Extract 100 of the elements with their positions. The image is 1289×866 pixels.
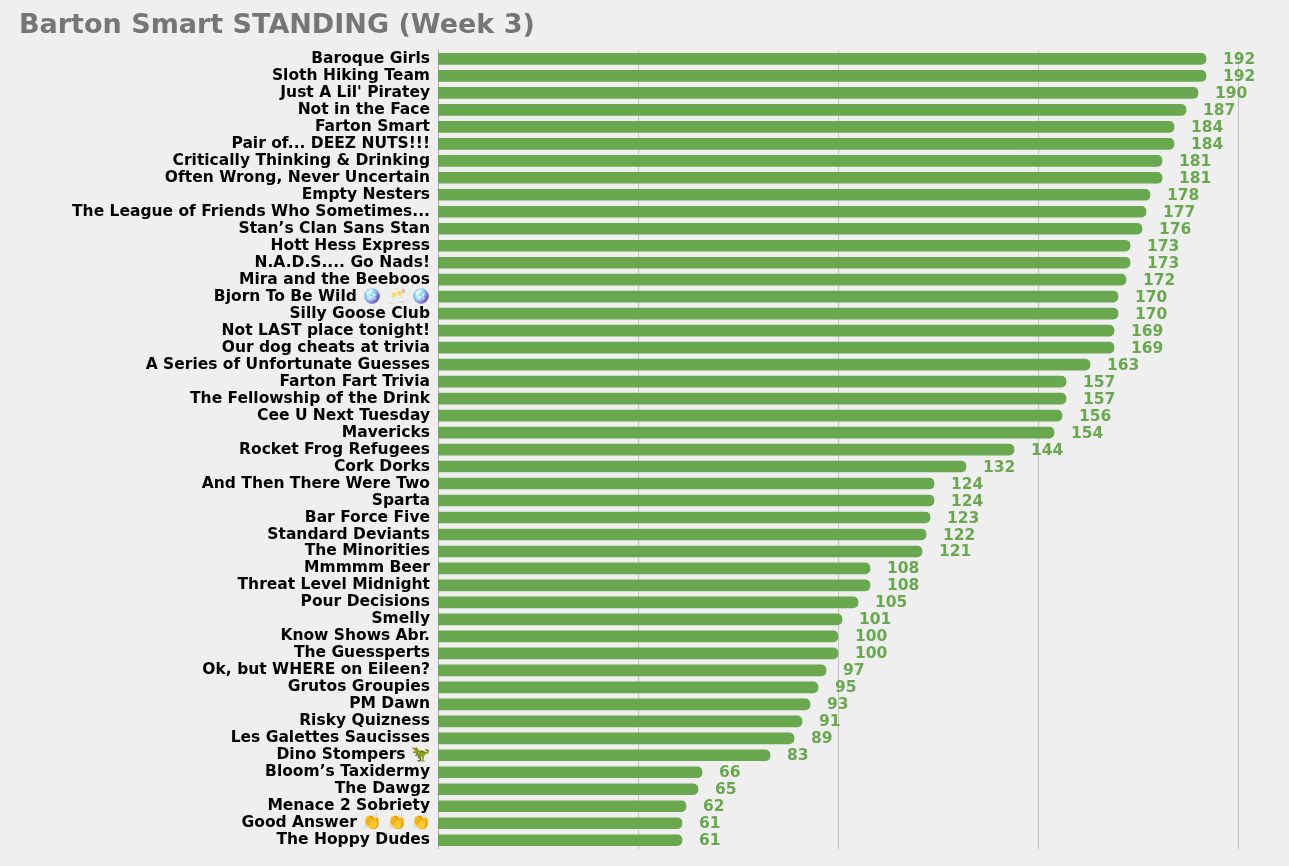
y-tick-label: The Minorities — [304, 541, 430, 560]
data-label: 170 — [1135, 287, 1168, 306]
data-label: 100 — [855, 644, 888, 663]
data-label: 65 — [715, 780, 737, 799]
bar — [438, 104, 1187, 116]
y-tick-label: Mavericks — [341, 422, 430, 441]
y-tick-label: Ok, but WHERE on Eileen? — [202, 660, 430, 679]
bar — [438, 341, 1115, 354]
bar — [438, 749, 771, 762]
bar — [438, 154, 1163, 167]
data-label: 91 — [819, 712, 841, 731]
data-label: 181 — [1179, 168, 1212, 187]
data-label: 184 — [1191, 117, 1224, 136]
y-tick-label: Pair of... DEEZ NUTS!!! — [231, 133, 430, 152]
data-label: 192 — [1223, 49, 1256, 68]
data-label: 123 — [947, 508, 980, 527]
y-tick-label: Mmmmm Beer — [304, 558, 431, 577]
data-label: 177 — [1163, 202, 1196, 221]
y-tick-label: A Series of Unfortunate Guesses — [145, 354, 430, 373]
y-tick-label: Menace 2 Sobriety — [267, 796, 430, 815]
bar — [438, 545, 923, 558]
data-label: 157 — [1083, 372, 1116, 391]
data-label: 101 — [859, 610, 892, 629]
bar — [438, 494, 935, 507]
bar — [438, 460, 967, 473]
bar — [438, 766, 703, 779]
y-tick-label: Silly Goose Club — [289, 303, 430, 322]
y-tick-label: PM Dawn — [349, 694, 430, 713]
y-tick-label: Good Answer 👏 👏 👏 — [241, 812, 430, 832]
bar — [438, 579, 871, 592]
y-tick-label: Threat Level Midnight — [237, 575, 431, 594]
bar — [438, 324, 1115, 337]
y-tick-label: Sloth Hiking Team — [271, 65, 430, 84]
y-tick-label: Grutos Groupies — [287, 677, 430, 696]
y-tick-label: Pour Decisions — [300, 592, 430, 611]
data-label: 95 — [835, 678, 857, 697]
data-label: 169 — [1131, 321, 1164, 340]
data-label: 184 — [1191, 134, 1224, 153]
chart-title: Barton Smart STANDING (Week 3) — [19, 8, 535, 40]
y-tick-label: Bjorn To Be Wild 🪩 🥂 🪩 — [213, 285, 430, 305]
bar — [438, 171, 1163, 184]
y-tick-label: Mira and the Beeboos — [238, 269, 430, 288]
y-tick-label: Farton Smart — [314, 116, 431, 135]
data-label: 178 — [1167, 185, 1200, 204]
bar — [438, 511, 931, 524]
bar — [438, 137, 1175, 150]
bar — [438, 121, 1175, 133]
y-tick-label: Smelly — [371, 609, 430, 628]
y-tick-label: Cork Dorks — [333, 456, 430, 475]
y-tick-label: Stan’s Clan Sans Stan — [238, 218, 430, 237]
bar — [438, 630, 839, 643]
bar — [438, 375, 1067, 388]
y-tick-label: Cee U Next Tuesday — [257, 405, 430, 424]
y-tick-label: Not in the Face — [297, 99, 430, 118]
y-tick-label: Critically Thinking & Drinking — [172, 150, 430, 169]
data-label: 66 — [719, 763, 741, 782]
y-tick-label: Just A Lil' Piratey — [279, 82, 430, 101]
bar — [438, 358, 1091, 371]
data-label: 105 — [875, 593, 908, 612]
data-label: 190 — [1215, 83, 1248, 102]
data-label: 97 — [843, 661, 865, 680]
data-label: 172 — [1143, 270, 1176, 289]
y-tick-label: The Fellowship of the Drink — [190, 388, 431, 407]
bar — [438, 562, 871, 575]
bar — [438, 613, 843, 626]
data-label: 61 — [699, 831, 721, 850]
y-tick-label: Farton Fart Trivia — [279, 371, 430, 390]
bar — [438, 53, 1207, 65]
data-label: 154 — [1071, 423, 1104, 442]
y-tick-label: Sparta — [371, 490, 430, 509]
y-tick-label: Often Wrong, Never Uncertain — [164, 167, 430, 186]
bar — [438, 528, 927, 541]
y-tick-label: Rocket Frog Refugees — [239, 439, 430, 458]
data-label: 169 — [1131, 338, 1164, 357]
bar — [438, 817, 683, 830]
y-tick-label: Baroque Girls — [311, 48, 430, 67]
bar — [438, 290, 1119, 303]
bar — [438, 426, 1055, 439]
data-label: 192 — [1223, 66, 1256, 85]
y-tick-label: The Guessperts — [293, 643, 430, 662]
y-tick-label: Bar Force Five — [304, 507, 430, 526]
bar — [438, 307, 1119, 320]
y-tick-label: Dino Stompers 🦖 — [276, 745, 430, 764]
y-tick-label: Risky Quizness — [299, 711, 430, 730]
bar — [438, 664, 827, 677]
y-tick-label: N.A.D.S.... Go Nads! — [254, 252, 430, 271]
data-label: 170 — [1135, 304, 1168, 323]
y-tick-label: Our dog cheats at trivia — [221, 337, 430, 356]
data-label: 108 — [887, 576, 920, 595]
bar — [438, 596, 859, 609]
y-tick-label: Standard Deviants — [267, 524, 430, 543]
data-label: 83 — [787, 746, 809, 765]
y-tick-label: The Hoppy Dudes — [276, 830, 430, 849]
data-label: 173 — [1147, 236, 1180, 255]
bar — [438, 834, 683, 847]
bar — [438, 87, 1199, 99]
data-label: 62 — [703, 797, 725, 816]
data-label: 93 — [827, 695, 849, 714]
y-tick-label: The Dawgz — [334, 779, 430, 798]
y-tick-label: And Then There Were Two — [201, 473, 430, 492]
